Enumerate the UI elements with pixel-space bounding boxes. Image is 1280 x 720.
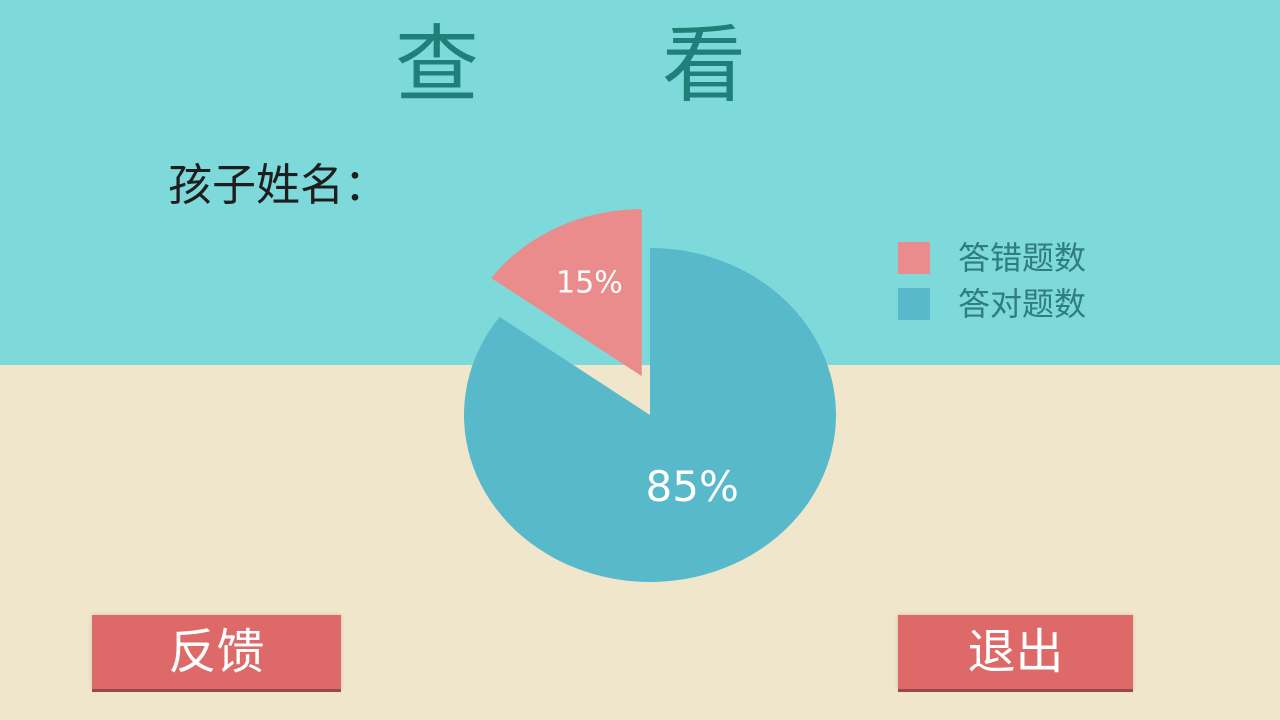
legend-label-wrong: 答错题数 xyxy=(958,239,1087,277)
legend-label-correct: 答对题数 xyxy=(958,285,1087,323)
pie-slice-wrong xyxy=(491,209,642,377)
pie-slice-correct xyxy=(464,248,836,583)
page-title-part-2: 看 xyxy=(662,16,747,114)
feedback-button[interactable]: 反馈 xyxy=(92,615,341,689)
legend-swatch-correct xyxy=(898,288,930,320)
pie-label-wrong: 15% xyxy=(556,265,623,300)
page-title-part-1: 查 xyxy=(395,16,480,114)
child-name-label: 孩子姓名： xyxy=(168,160,388,211)
legend-swatch-wrong xyxy=(898,242,930,274)
exit-button[interactable]: 退出 xyxy=(898,615,1133,689)
pie-label-correct: 85% xyxy=(646,462,739,511)
